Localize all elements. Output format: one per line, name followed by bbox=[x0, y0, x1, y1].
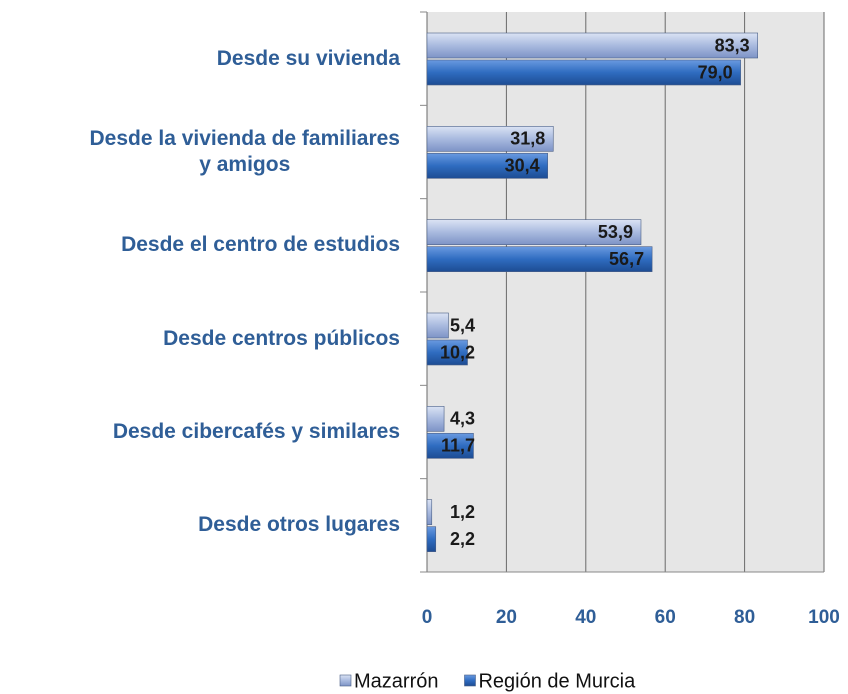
value-label: 11,7 bbox=[441, 436, 475, 456]
y-tick-label: Desde otros lugares bbox=[198, 513, 400, 537]
legend-label: Región de Murcia bbox=[478, 670, 636, 692]
x-tick-label: 60 bbox=[655, 607, 676, 628]
bar bbox=[426, 59, 741, 86]
bar bbox=[426, 339, 468, 366]
x-tick-label: 40 bbox=[575, 607, 596, 628]
bar bbox=[426, 312, 449, 339]
bar bbox=[426, 126, 554, 152]
value-label: 31,8 bbox=[510, 129, 545, 149]
legend-swatch bbox=[339, 674, 352, 687]
value-label: 2,2 bbox=[450, 529, 475, 549]
legend-swatch bbox=[464, 674, 476, 687]
x-tick-label: 100 bbox=[808, 607, 840, 628]
y-tick-label: Desde la vivienda de familiares y amigos bbox=[89, 127, 401, 176]
y-tick-label: Desde el centro de estudios bbox=[121, 233, 400, 257]
bar bbox=[426, 406, 445, 432]
value-label: 5,4 bbox=[450, 315, 475, 335]
value-label: 10,2 bbox=[440, 342, 475, 362]
bar bbox=[426, 433, 474, 459]
x-tick-label: 80 bbox=[734, 607, 755, 628]
value-label: 83,3 bbox=[715, 35, 750, 55]
x-tick-label: 0 bbox=[422, 607, 433, 628]
bar bbox=[426, 219, 642, 245]
bar bbox=[426, 32, 759, 59]
value-label: 79,0 bbox=[698, 62, 733, 82]
value-label: 1,2 bbox=[450, 502, 475, 522]
bar bbox=[426, 153, 548, 179]
legend-label: Mazarrón bbox=[354, 670, 438, 692]
value-label: 56,7 bbox=[609, 249, 644, 269]
y-tick-label: Desde su vivienda bbox=[216, 46, 400, 70]
plot-area bbox=[427, 12, 824, 572]
y-tick-label: Desde cibercafés y similares bbox=[112, 420, 400, 443]
value-label: 4,3 bbox=[450, 409, 475, 429]
bar bbox=[426, 499, 433, 525]
value-label: 30,4 bbox=[505, 156, 540, 176]
y-tick-label: Desde centros públicos bbox=[163, 326, 400, 350]
bar bbox=[426, 526, 437, 552]
value-label: 53,9 bbox=[598, 222, 633, 242]
bar bbox=[426, 246, 653, 272]
x-tick-label: 20 bbox=[496, 607, 517, 628]
